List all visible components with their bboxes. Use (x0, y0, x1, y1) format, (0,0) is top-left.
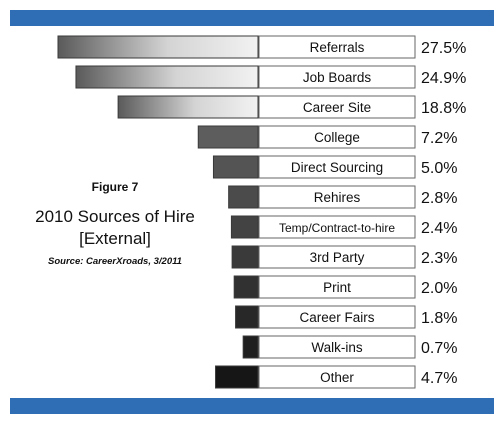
category-label-3: College (314, 130, 360, 145)
chart-title-line1: 2010 Sources of Hire (35, 207, 195, 226)
value-label-0: 27.5% (421, 40, 466, 57)
bar-6 (230, 215, 259, 239)
value-label-2: 18.8% (421, 100, 466, 117)
bar-1 (75, 65, 259, 89)
value-label-10: 0.7% (421, 340, 457, 357)
bottom-band (10, 398, 494, 414)
bar-8 (233, 275, 259, 299)
category-label-5: Rehires (314, 190, 361, 205)
top-band (10, 10, 494, 26)
category-label-4: Direct Sourcing (291, 160, 383, 175)
value-label-9: 1.8% (421, 310, 457, 327)
value-label-7: 2.3% (421, 250, 457, 267)
category-label-box-1 (258, 65, 416, 89)
bar-0 (57, 35, 259, 59)
bar-2 (117, 95, 259, 119)
bar-4 (212, 155, 259, 179)
category-label-11: Other (320, 370, 354, 385)
category-label-box-7 (258, 245, 416, 269)
value-label-4: 5.0% (421, 160, 457, 177)
value-label-6: 2.4% (421, 220, 457, 237)
category-label-box-11 (258, 365, 416, 389)
category-label-9: Career Fairs (299, 310, 374, 325)
chart-source: Source: CareerXroads, 3/2011 (48, 256, 182, 267)
chart-title-line2: [External] (79, 229, 151, 248)
category-label-box-3 (258, 125, 416, 149)
category-label-8: Print (323, 280, 351, 295)
category-label-box-6 (258, 215, 416, 239)
bar-5 (228, 185, 259, 209)
value-label-11: 4.7% (421, 370, 457, 387)
category-label-10: Walk-ins (311, 340, 363, 355)
category-label-box-10 (258, 335, 416, 359)
bar-3 (197, 125, 259, 149)
value-label-3: 7.2% (421, 130, 457, 147)
value-label-5: 2.8% (421, 190, 457, 207)
category-label-box-5 (258, 185, 416, 209)
category-label-1: Job Boards (303, 70, 372, 85)
value-label-8: 2.0% (421, 280, 457, 297)
bar-10 (242, 335, 259, 359)
category-label-box-4 (258, 155, 416, 179)
chart-title: 2010 Sources of Hire [External] (0, 206, 230, 250)
category-label-7: 3rd Party (310, 250, 365, 265)
category-label-0: Referrals (310, 40, 365, 55)
figure-label: Figure 7 (91, 180, 139, 194)
bar-9 (235, 305, 259, 329)
category-label-box-9 (258, 305, 416, 329)
category-label-box-0 (258, 35, 416, 59)
category-label-box-2 (258, 95, 416, 119)
category-label-6: Temp/Contract-to-hire (279, 221, 395, 235)
category-label-box-8 (258, 275, 416, 299)
bar-11 (215, 365, 259, 389)
category-label-2: Career Site (303, 100, 371, 115)
value-label-1: 24.9% (421, 70, 466, 87)
bar-7 (231, 245, 259, 269)
